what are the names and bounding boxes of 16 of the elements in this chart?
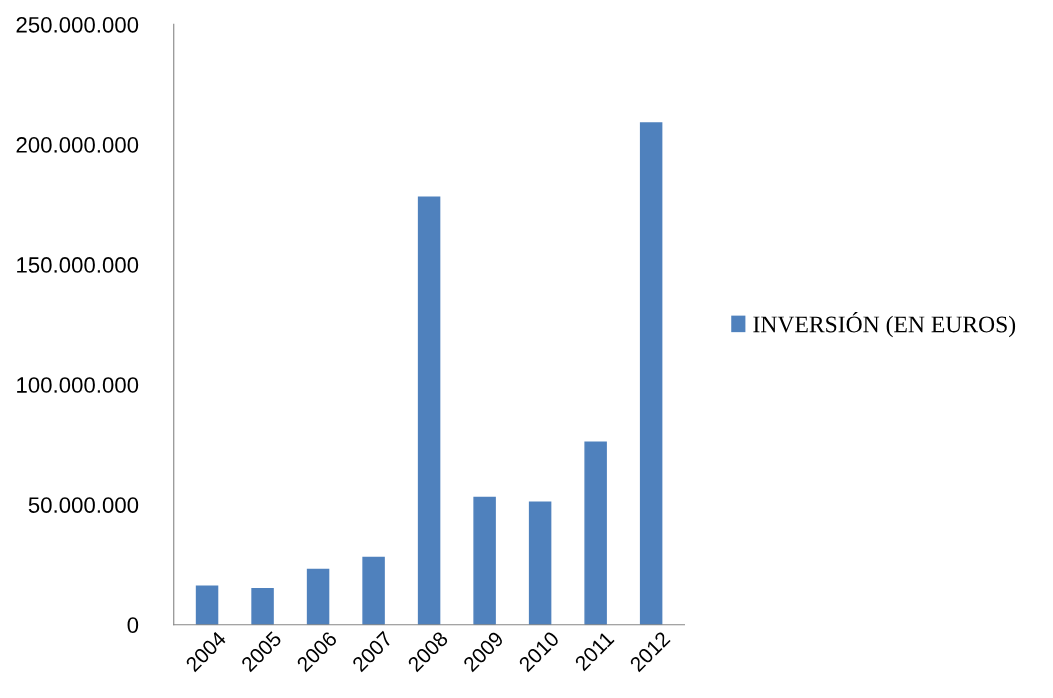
legend-label: INVERSIÓN (EN EUROS) bbox=[753, 311, 1016, 338]
bar bbox=[528, 501, 552, 625]
y-tick-label: 250.000.000 bbox=[16, 16, 139, 33]
bar bbox=[251, 587, 274, 625]
y-tick-label: 0 bbox=[127, 617, 139, 633]
bar bbox=[417, 196, 441, 625]
bar bbox=[362, 556, 385, 625]
bar bbox=[195, 585, 219, 625]
bar bbox=[306, 568, 330, 625]
y-tick-label: 200.000.000 bbox=[16, 137, 139, 153]
y-tick-label: 50.000.000 bbox=[28, 497, 139, 513]
y-tick-label: 150.000.000 bbox=[17, 257, 139, 273]
bar bbox=[473, 496, 496, 625]
bar bbox=[584, 441, 607, 625]
bar bbox=[639, 122, 663, 625]
y-tick-label: 100.000.000 bbox=[17, 377, 139, 393]
